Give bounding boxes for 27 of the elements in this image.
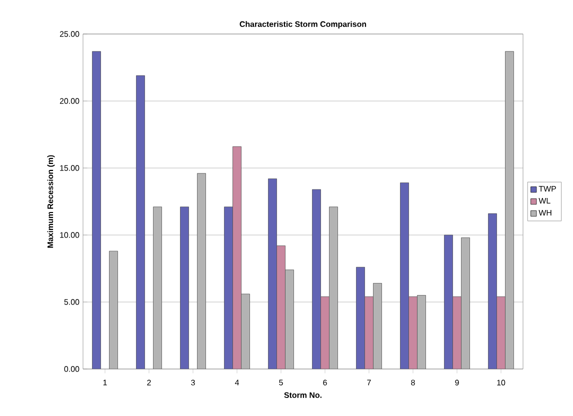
bar <box>312 189 321 369</box>
bar <box>444 234 453 369</box>
bar <box>180 206 189 369</box>
bar <box>488 213 497 369</box>
bar <box>320 296 330 369</box>
bar <box>268 178 277 369</box>
bar <box>461 237 470 369</box>
bar <box>329 206 338 369</box>
bar <box>364 296 374 369</box>
bar <box>92 51 101 369</box>
bar <box>232 146 242 369</box>
bar <box>417 295 426 369</box>
bar <box>153 206 162 369</box>
bar <box>241 294 250 369</box>
bar <box>452 296 462 369</box>
bar <box>408 296 418 369</box>
bar <box>356 266 365 369</box>
bar <box>373 283 382 369</box>
bar <box>224 206 233 369</box>
bar <box>109 250 118 369</box>
bar <box>285 270 294 369</box>
bar <box>505 51 514 369</box>
bar <box>496 296 506 369</box>
bar <box>136 75 145 369</box>
bar <box>276 246 286 369</box>
bar <box>400 182 409 369</box>
bar <box>197 173 206 369</box>
